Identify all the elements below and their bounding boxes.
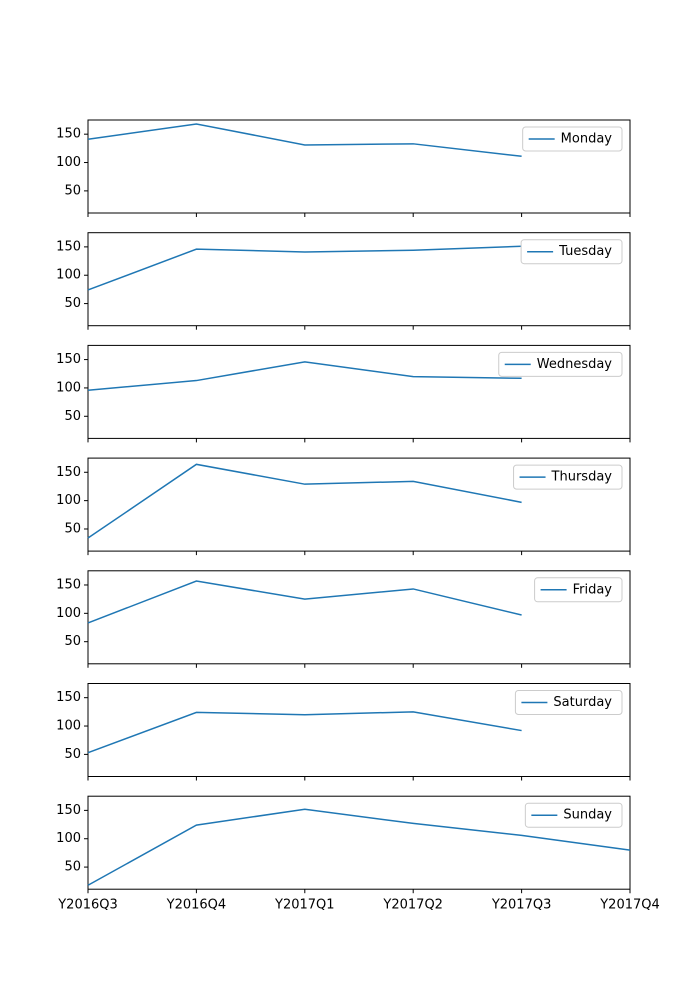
x-tick-label: Y2016Q4 — [166, 898, 227, 913]
series-line — [87, 580, 522, 624]
legend-box — [534, 577, 623, 603]
legend-box — [514, 690, 623, 715]
x-tick-label: Y2017Q2 — [382, 898, 443, 913]
axes-frame — [87, 683, 631, 777]
series-line — [87, 463, 522, 539]
y-tick-label: 50 — [64, 521, 81, 536]
y-tick-label: 50 — [64, 634, 81, 649]
y-tick-label: 50 — [64, 296, 81, 311]
y-tick-label: 100 — [56, 268, 81, 283]
legend-box — [520, 239, 623, 265]
y-tick-label: 150 — [56, 465, 81, 480]
legend-label: Monday — [561, 132, 613, 147]
x-tick-label: Y2017Q3 — [491, 898, 552, 913]
legend-box — [524, 802, 623, 828]
y-tick-label: 150 — [56, 577, 81, 592]
y-tick-label: 100 — [56, 380, 81, 395]
series-line — [87, 245, 522, 291]
legend-box — [522, 126, 623, 152]
y-tick-label: 100 — [56, 155, 81, 170]
y-tick-label: 100 — [56, 493, 81, 508]
legend-label: Tuesday — [558, 244, 612, 259]
axes-frame — [87, 795, 631, 890]
axes-frame — [87, 570, 631, 665]
y-tick-label: 150 — [56, 352, 81, 367]
legend-label: Friday — [573, 582, 613, 597]
y-tick-label: 150 — [56, 239, 81, 254]
y-tick-label: 150 — [56, 127, 81, 142]
legend-box — [513, 464, 623, 490]
y-tick-label: 150 — [56, 803, 81, 818]
series-line — [87, 123, 522, 158]
y-tick-label: 50 — [64, 747, 81, 762]
axes-frame — [87, 119, 631, 214]
legend-label: Saturday — [553, 695, 612, 710]
axes-frame — [87, 344, 631, 439]
y-tick-label: 50 — [64, 183, 81, 198]
series-line — [87, 711, 522, 754]
axes-frame — [87, 232, 631, 327]
y-tick-label: 50 — [64, 409, 81, 424]
y-tick-label: 150 — [56, 690, 81, 705]
legend-box — [498, 351, 623, 377]
axes-frame — [87, 457, 631, 552]
y-tick-label: 100 — [56, 606, 81, 621]
y-tick-label: 50 — [64, 860, 81, 875]
legend-label: Wednesday — [537, 357, 613, 372]
x-tick-label: Y2016Q3 — [57, 898, 118, 913]
y-tick-label: 100 — [56, 719, 81, 734]
series-line — [87, 808, 631, 886]
legend-label: Sunday — [563, 808, 612, 823]
x-tick-label: Y2017Q4 — [599, 898, 660, 913]
legend-label: Thursday — [551, 470, 613, 485]
y-tick-label: 100 — [56, 831, 81, 846]
x-tick-label: Y2017Q1 — [274, 898, 335, 913]
series-line — [87, 361, 522, 391]
